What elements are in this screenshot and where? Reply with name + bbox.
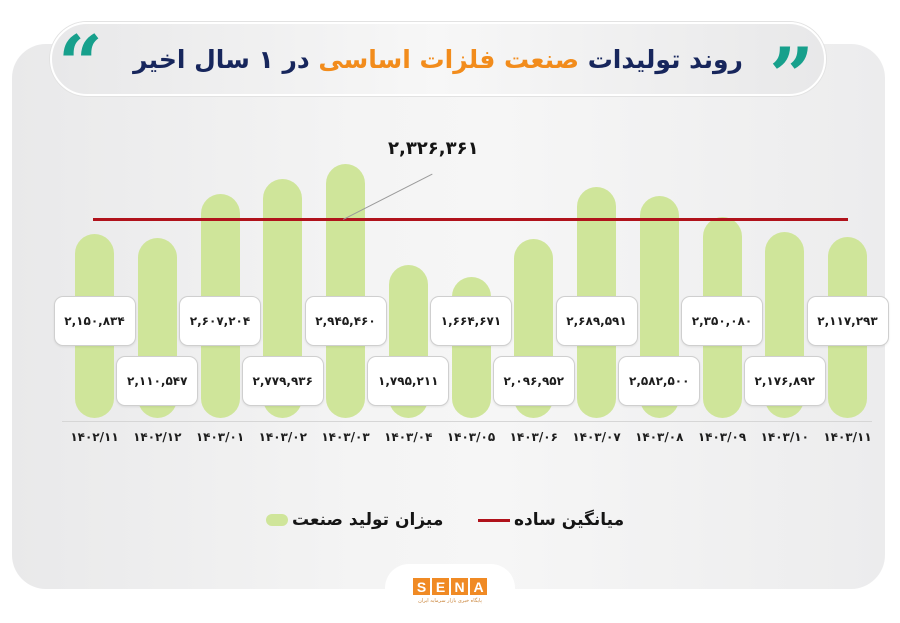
x-axis-tick-label: ۱۴۰۳/۰۹	[697, 430, 747, 444]
x-axis-tick-label: ۱۴۰۳/۰۸	[635, 430, 684, 444]
legend-production: میزان تولید صنعت	[266, 510, 443, 530]
average-line	[93, 217, 848, 221]
logo-tagline: پایگاه خبری بازار سرمایه ایران	[418, 598, 482, 604]
value-label: ۲,۱۱۰,۵۴۷	[116, 356, 199, 406]
page-title: روند تولیدات صنعت فلزات اساسی در ۱ سال ا…	[133, 45, 743, 74]
logo-letter: A	[470, 578, 487, 595]
value-label: ۲,۶۸۹,۵۹۱	[555, 296, 638, 346]
x-axis-tick-label: ۱۴۰۳/۰۴	[384, 430, 433, 444]
legend-average-label: میانگین ساده	[514, 510, 625, 530]
x-axis-tick-label: ۱۴۰۳/۰۶	[509, 430, 558, 444]
legend-bar-swatch	[266, 514, 288, 526]
open-quote-icon: “	[58, 19, 103, 110]
value-label: ۲,۱۱۷,۲۹۳	[806, 296, 889, 346]
legend-production-label: میزان تولید صنعت	[292, 510, 444, 530]
x-axis-tick-label: ۱۴۰۲/۱۱	[70, 430, 119, 444]
value-label: ۲,۶۰۷,۲۰۴	[179, 296, 261, 346]
x-axis-tick-label: ۱۴۰۳/۰۲	[258, 430, 307, 444]
sena-logo: S E N A	[413, 578, 487, 595]
logo-letter: N	[451, 578, 468, 595]
value-label: ۲,۷۷۹,۹۳۶	[241, 356, 324, 406]
x-axis-tick-label: ۱۴۰۳/۱۱	[823, 430, 872, 444]
legend-average: میانگین ساده	[478, 510, 624, 530]
logo-letter: S	[413, 578, 430, 595]
value-label: ۲,۰۹۶,۹۵۲	[492, 356, 575, 406]
average-value-label: ۲,۳۲۶,۳۶۱	[388, 138, 479, 159]
logo-notch	[385, 564, 515, 623]
value-label: ۲,۹۴۵,۴۶۰	[304, 296, 387, 346]
x-axis-baseline	[62, 421, 872, 422]
x-axis-tick-label: ۱۴۰۳/۰۳	[321, 430, 370, 444]
value-label: ۲,۱۷۶,۸۹۲	[743, 356, 826, 406]
logo-letter: E	[432, 578, 449, 595]
value-label: ۲,۵۸۲,۵۰۰	[618, 356, 701, 406]
title-accent: صنعت فلزات اساسی	[318, 44, 579, 74]
bar	[326, 164, 365, 418]
value-label: ۲,۱۵۰,۸۳۴	[53, 296, 136, 346]
title-part-1: روند تولیدات	[578, 44, 744, 74]
title-banner: “ روند تولیدات صنعت فلزات اساسی در ۱ سال…	[50, 22, 826, 116]
x-axis-tick-label: ۱۴۰۳/۱۰	[760, 430, 809, 444]
title-part-2: در ۱ سال اخیر	[133, 44, 319, 74]
x-axis-tick-label: ۱۴۰۳/۰۷	[572, 430, 621, 444]
close-quote-icon: ”	[769, 31, 814, 122]
value-label: ۲,۳۵۰,۰۸۰	[681, 296, 763, 346]
value-label: ۱,۶۶۴,۶۷۱	[430, 296, 512, 346]
x-axis-tick-label: ۱۴۰۳/۰۵	[446, 430, 496, 444]
value-label: ۱,۷۹۵,۲۱۱	[367, 356, 450, 406]
legend-line-swatch	[478, 518, 510, 522]
x-axis-tick-label: ۱۴۰۳/۰۱	[195, 430, 245, 444]
x-axis-tick-label: ۱۴۰۲/۱۲	[133, 430, 182, 444]
